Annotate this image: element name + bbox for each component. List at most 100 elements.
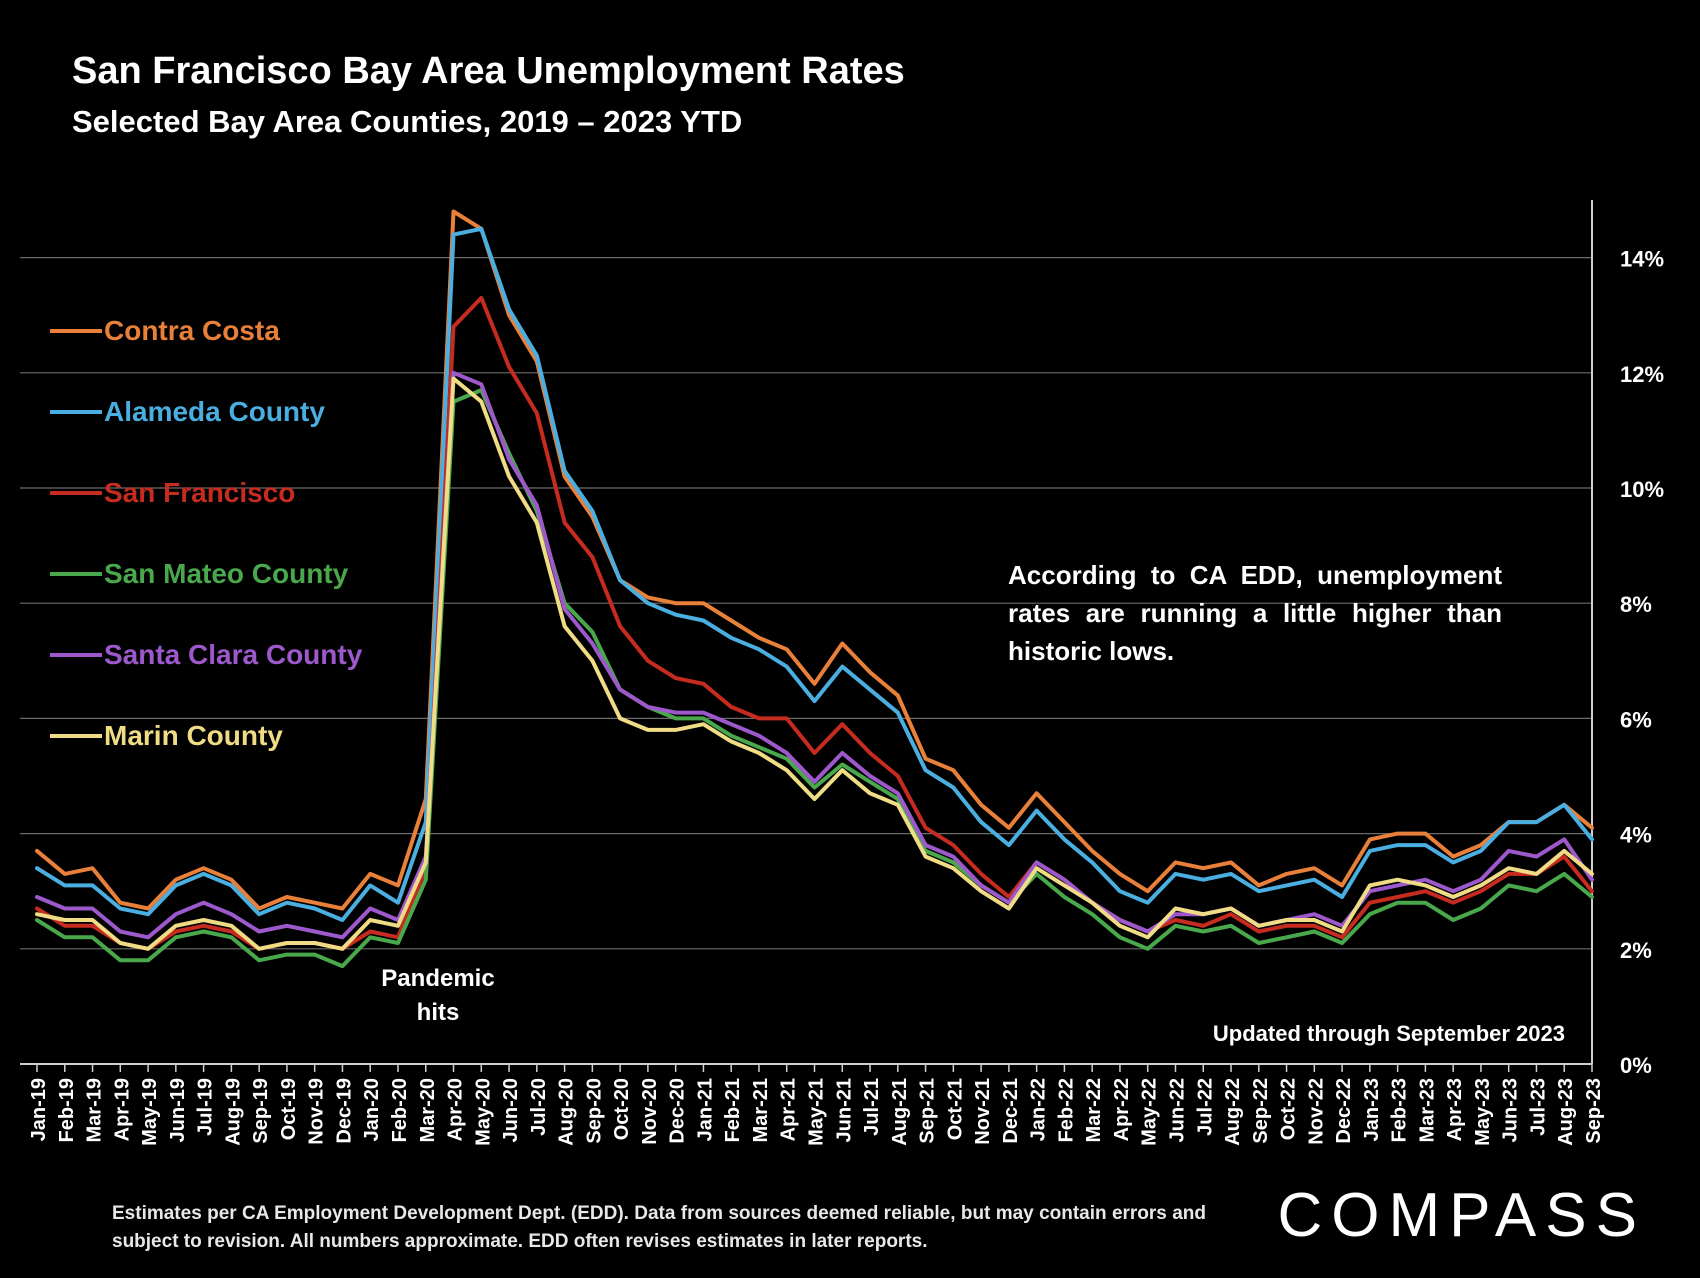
x-tick-label: Jul-20 bbox=[528, 1078, 550, 1136]
x-tick-label: Feb-20 bbox=[389, 1078, 411, 1142]
x-tick-label: Apr-22 bbox=[1111, 1078, 1133, 1141]
x-tick-label: Feb-23 bbox=[1389, 1078, 1411, 1142]
axes bbox=[20, 200, 1593, 1072]
x-tick-label: Mar-22 bbox=[1083, 1078, 1105, 1142]
y-tick-label: 0% bbox=[1620, 1053, 1652, 1078]
y-tick-label: 2% bbox=[1620, 938, 1652, 963]
x-tick-label: Jun-19 bbox=[167, 1078, 189, 1142]
x-tick-label: Sep-22 bbox=[1250, 1078, 1272, 1144]
x-tick-label: Apr-23 bbox=[1444, 1078, 1466, 1141]
x-tick-label: Apr-21 bbox=[778, 1078, 800, 1141]
x-tick-label: Apr-20 bbox=[445, 1078, 467, 1141]
y-tick-label: 4% bbox=[1620, 823, 1652, 848]
x-tick-label: Mar-19 bbox=[84, 1078, 106, 1142]
x-tick-label: Apr-19 bbox=[111, 1078, 133, 1141]
x-tick-label: Jan-21 bbox=[694, 1078, 716, 1141]
x-tick-label: Aug-22 bbox=[1222, 1078, 1244, 1146]
x-tick-label: Jan-23 bbox=[1361, 1078, 1383, 1141]
x-tick-label: Dec-22 bbox=[1333, 1078, 1355, 1144]
x-tick-label: Jul-23 bbox=[1527, 1078, 1549, 1136]
x-tick-label: Aug-23 bbox=[1555, 1078, 1577, 1146]
x-tick-label: Jun-23 bbox=[1500, 1078, 1522, 1142]
x-tick-label: Oct-21 bbox=[944, 1078, 966, 1140]
legend: Contra Costa Alameda County San Francisc… bbox=[50, 290, 362, 776]
legend-item-marin-county: Marin County bbox=[50, 695, 362, 776]
legend-item-san-francisco: San Francisco bbox=[50, 452, 362, 533]
series-line-contra-costa bbox=[35, 209, 1594, 911]
x-tick-label: Sep-19 bbox=[250, 1078, 272, 1144]
y-tick-label: 8% bbox=[1620, 592, 1652, 617]
x-tick-label: Oct-20 bbox=[611, 1078, 633, 1140]
series-line-marin-county bbox=[35, 376, 1594, 951]
x-tick-label: May-23 bbox=[1472, 1078, 1494, 1146]
x-tick-label: Sep-20 bbox=[583, 1078, 605, 1144]
x-tick-label: May-20 bbox=[472, 1078, 494, 1146]
x-tick-label: Feb-22 bbox=[1055, 1078, 1077, 1142]
legend-swatch bbox=[50, 733, 102, 738]
tick-labels: 0%2%4%6%8%10%12%14%Jan-19 Feb-19 Mar-19 Apr… bbox=[28, 247, 1664, 1146]
x-tick-label: Jan-20 bbox=[361, 1078, 383, 1141]
compass-logo: COMPASS bbox=[1277, 1181, 1646, 1250]
series-line-santa-clara-county bbox=[35, 370, 1594, 940]
x-tick-label: Aug-20 bbox=[556, 1078, 578, 1146]
x-tick-label: Aug-21 bbox=[889, 1078, 911, 1146]
series-lines bbox=[35, 209, 1594, 969]
legend-label: Contra Costa bbox=[104, 314, 280, 346]
legend-swatch bbox=[50, 328, 102, 333]
x-tick-label: May-21 bbox=[806, 1078, 828, 1146]
x-tick-label: May-22 bbox=[1139, 1078, 1161, 1146]
x-tick-label: Jan-19 bbox=[28, 1078, 50, 1141]
x-tick-label: Jun-20 bbox=[500, 1078, 522, 1142]
x-tick-label: Nov-21 bbox=[972, 1078, 994, 1145]
x-tick-label: Mar-21 bbox=[750, 1078, 772, 1142]
legend-label: Alameda County bbox=[104, 395, 325, 427]
legend-label: San Francisco bbox=[104, 476, 296, 508]
footnote: Estimates per CA Employment Development … bbox=[112, 1203, 1206, 1252]
legend-label: Santa Clara County bbox=[104, 638, 363, 670]
x-tick-label: Mar-23 bbox=[1416, 1078, 1438, 1142]
x-tick-label: Jul-21 bbox=[861, 1078, 883, 1136]
x-tick-label: Oct-19 bbox=[278, 1078, 300, 1140]
x-tick-label: Jun-21 bbox=[833, 1078, 855, 1142]
x-tick-label: Sep-23 bbox=[1583, 1078, 1605, 1144]
y-tick-label: 10% bbox=[1620, 477, 1664, 502]
x-tick-label: Oct-22 bbox=[1278, 1078, 1300, 1140]
x-tick-label: Feb-19 bbox=[56, 1078, 78, 1142]
x-tick-label: Jul-22 bbox=[1194, 1078, 1216, 1136]
pandemic-line-2: hits bbox=[416, 999, 460, 1026]
x-tick-label: Jul-19 bbox=[195, 1078, 217, 1136]
x-tick-label: Nov-20 bbox=[639, 1078, 661, 1145]
legend-label: Marin County bbox=[104, 719, 283, 751]
chart-subtitle: Selected Bay Area Counties, 2019 – 2023 … bbox=[72, 104, 743, 139]
legend-swatch bbox=[50, 571, 102, 576]
x-tick-label: May-19 bbox=[139, 1078, 161, 1146]
pandemic-annotation: Pandemic hits bbox=[368, 962, 508, 1030]
x-tick-label: Aug-19 bbox=[222, 1078, 244, 1146]
legend-label: San Mateo County bbox=[104, 557, 349, 589]
edd-annotation: According to CA EDD, unemployment rates … bbox=[1008, 560, 1502, 666]
chart-title: San Francisco Bay Area Unemployment Rate… bbox=[72, 50, 905, 92]
x-tick-label: Dec-19 bbox=[333, 1078, 355, 1144]
x-tick-label: Dec-21 bbox=[1000, 1078, 1022, 1144]
y-tick-label: 6% bbox=[1620, 707, 1652, 732]
series-line-alameda-county bbox=[35, 226, 1594, 922]
legend-swatch bbox=[50, 652, 102, 657]
y-tick-label: 12% bbox=[1620, 362, 1664, 387]
legend-item-santa-clara-county: Santa Clara County bbox=[50, 614, 362, 695]
x-tick-label: Sep-21 bbox=[917, 1078, 939, 1144]
x-tick-label: Nov-22 bbox=[1305, 1078, 1327, 1145]
legend-item-contra-costa: Contra Costa bbox=[50, 290, 362, 371]
legend-swatch bbox=[50, 409, 102, 414]
x-tick-label: Nov-19 bbox=[306, 1078, 328, 1145]
legend-item-san-mateo-county: San Mateo County bbox=[50, 533, 362, 614]
x-tick-label: Mar-20 bbox=[417, 1078, 439, 1142]
legend-item-alameda-county: Alameda County bbox=[50, 371, 362, 452]
series-line-san-mateo-county bbox=[35, 388, 1594, 969]
x-tick-label: Dec-20 bbox=[667, 1078, 689, 1144]
x-tick-label: Feb-21 bbox=[722, 1078, 744, 1142]
legend-swatch bbox=[50, 490, 102, 495]
x-tick-label: Jun-22 bbox=[1166, 1078, 1188, 1142]
pandemic-line-1: Pandemic bbox=[381, 965, 495, 992]
y-tick-label: 14% bbox=[1620, 247, 1664, 272]
